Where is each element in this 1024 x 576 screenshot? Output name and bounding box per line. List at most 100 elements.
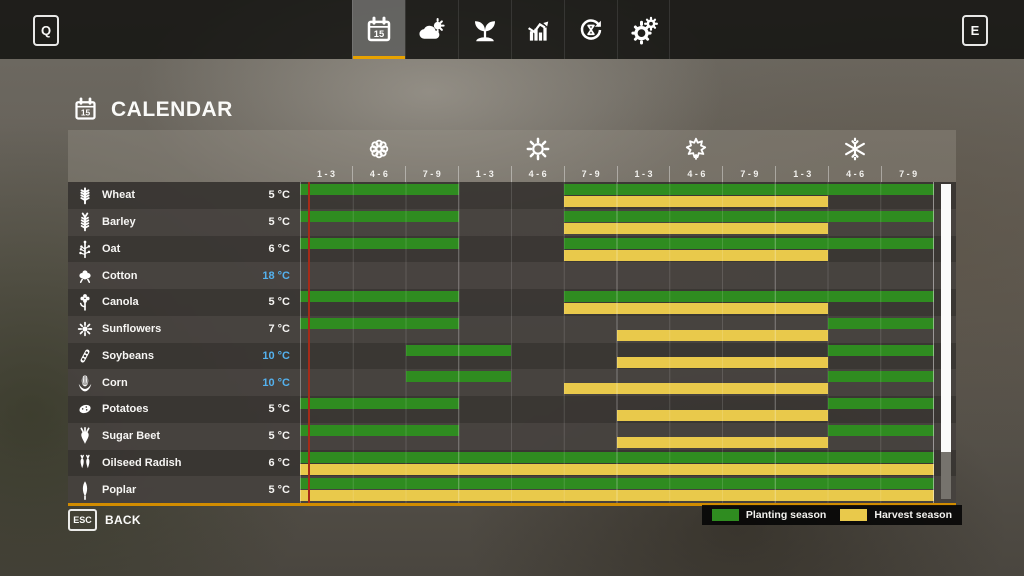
canola-icon <box>75 292 95 312</box>
scrollbar[interactable] <box>941 184 951 499</box>
crop-chart-sunflowers <box>300 315 934 343</box>
harvest-bar <box>564 383 829 395</box>
crop-label-wheat: Wheat 5 °C <box>68 182 300 209</box>
legend-item-harvest-season: Harvest season <box>840 509 952 521</box>
weather-icon <box>417 15 447 45</box>
period-label-autumn: 4 - 6 <box>669 166 722 182</box>
topbar-tab-rotation[interactable] <box>564 0 617 59</box>
topbar-tab-statistics[interactable] <box>511 0 564 59</box>
planting-bar <box>828 344 934 356</box>
crop-chart-soybeans <box>300 342 934 370</box>
leaf-icon <box>683 136 709 162</box>
crop-chart-corn <box>300 369 934 396</box>
key-e-label: E <box>970 23 980 38</box>
legend-item-planting-season: Planting season <box>711 509 826 521</box>
season-spring <box>300 134 459 164</box>
crop-name: Wheat <box>102 189 135 202</box>
harvest-bar <box>300 490 934 502</box>
back-button[interactable]: ESC BACK <box>68 509 141 531</box>
oat-icon <box>75 239 95 259</box>
planting-season-swatch <box>711 509 739 521</box>
soybeans-icon <box>75 346 95 366</box>
crop-label-corn: Corn 10 °C <box>68 369 300 396</box>
crop-temp: 6 °C <box>268 456 290 469</box>
crop-label-sunflowers: Sunflowers 7 °C <box>68 316 300 343</box>
crop-row-wheat: Wheat 5 °C <box>68 182 956 209</box>
period-label-winter: 7 - 9 <box>881 166 934 182</box>
crop-name: Sunflowers <box>102 323 162 336</box>
crop-temp: 5 °C <box>268 430 290 443</box>
seedling-icon <box>470 15 500 45</box>
crop-label-cotton: Cotton 18 °C <box>68 262 300 289</box>
planting-bar <box>405 371 512 383</box>
crop-name: Canola <box>102 296 139 309</box>
back-label: BACK <box>105 513 141 527</box>
crop-temp: 6 °C <box>268 242 290 255</box>
planting-bar <box>300 451 934 463</box>
harvest-bar <box>564 196 829 207</box>
crop-chart-potatoes <box>300 396 934 423</box>
crop-row-soybeans: Soybeans 10 °C <box>68 342 956 370</box>
crop-row-cotton: Cotton 18 °C <box>68 262 956 289</box>
crop-label-soybeans: Soybeans 10 °C <box>68 343 300 370</box>
cycle-icon <box>576 15 606 45</box>
calendar-icon <box>364 15 394 45</box>
barley-icon <box>75 212 95 232</box>
period-label-winter: 1 - 3 <box>775 166 828 182</box>
harvest-bar <box>617 356 829 368</box>
crop-row-barley: Barley 5 °C <box>68 208 956 236</box>
crop-name: Oat <box>102 242 121 255</box>
key-hint-q[interactable]: Q <box>33 15 59 46</box>
period-label-summer: 4 - 6 <box>510 166 564 182</box>
scrollbar-thumb[interactable] <box>941 184 951 452</box>
crop-row-potatoes: Potatoes 5 °C <box>68 396 956 423</box>
period-label-spring: 7 - 9 <box>404 166 458 182</box>
crop-temp: 5 °C <box>268 189 290 202</box>
season-winter <box>776 134 935 164</box>
planting-bar <box>300 210 459 222</box>
season-summer <box>459 134 618 164</box>
harvest-bar <box>564 222 829 234</box>
crop-row-corn: Corn 10 °C <box>68 369 956 396</box>
harvest-bar <box>564 303 829 314</box>
topbar-tab-weather[interactable] <box>405 0 458 59</box>
crop-label-poplar: Poplar 5 °C <box>68 476 300 503</box>
sugarbeet-icon <box>75 426 95 446</box>
key-q-label: Q <box>40 23 52 38</box>
topbar-tab-settings[interactable] <box>617 0 670 59</box>
planting-bar <box>564 237 934 249</box>
crop-label-oilseed-radish: Oilseed Radish 6 °C <box>68 450 300 477</box>
planting-bar <box>300 184 459 195</box>
crop-label-barley: Barley 5 °C <box>68 209 300 236</box>
stats-icon <box>523 15 553 45</box>
period-label-summer: 7 - 9 <box>563 166 617 182</box>
period-label-spring: 4 - 6 <box>351 166 405 182</box>
topbar-tab-calendar[interactable] <box>352 0 405 59</box>
potato-icon <box>75 399 95 419</box>
topbar-tab-crops[interactable] <box>458 0 511 59</box>
planting-bar <box>300 291 459 302</box>
harvest-bar <box>617 410 829 421</box>
crop-temp: 10 °C <box>262 376 290 389</box>
flower-icon <box>366 136 392 162</box>
key-hint-e[interactable]: E <box>962 15 988 46</box>
crop-row-oilseed-radish: Oilseed Radish 6 °C <box>68 449 956 477</box>
crop-name: Barley <box>102 216 136 229</box>
crop-row-sugar-beet: Sugar Beet 5 °C <box>68 422 956 450</box>
crop-label-sugar-beet: Sugar Beet 5 °C <box>68 423 300 450</box>
wheat-icon <box>75 185 95 205</box>
season-icons-row <box>300 134 934 164</box>
planting-bar <box>828 424 934 436</box>
grid-lines <box>300 262 934 289</box>
page-title: CALENDAR <box>111 97 233 121</box>
cotton-icon <box>75 266 95 286</box>
crop-chart-oilseed-radish <box>300 449 934 477</box>
crop-rows: Wheat 5 °C Barley 5 °C Oat 6 °C Cotton 18 °C Can… <box>68 182 956 503</box>
period-label-winter: 4 - 6 <box>828 166 881 182</box>
title-row: CALENDAR <box>72 96 233 123</box>
planting-bar <box>300 237 459 249</box>
poplar-icon <box>75 480 95 500</box>
esc-key: ESC <box>68 509 97 531</box>
crop-name: Cotton <box>102 269 138 282</box>
crop-name: Poplar <box>102 483 137 496</box>
